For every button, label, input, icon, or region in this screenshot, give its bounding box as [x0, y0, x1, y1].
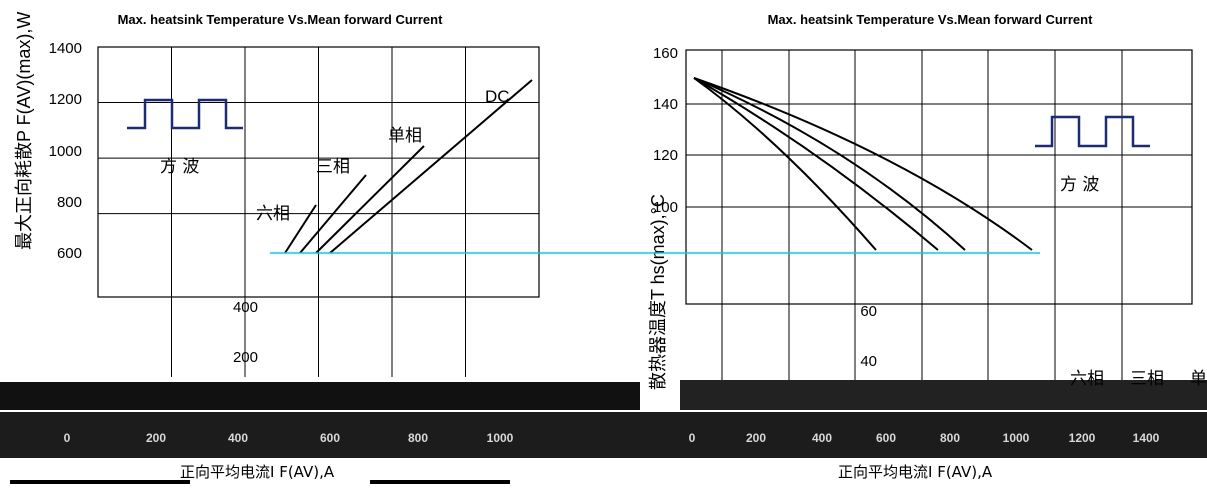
chart-left-label-three: 三相 — [316, 157, 350, 176]
x-tick-label: 400 — [228, 431, 248, 445]
chart-left-grid — [98, 47, 539, 377]
y-tick-label: 600 — [57, 245, 82, 262]
square-wave-icon — [1035, 115, 1150, 148]
x-tick-label: 600 — [320, 431, 340, 445]
chart-right: Max. heatsink Temperature Vs.Mean forwar… — [648, 12, 1193, 390]
series-line — [693, 77, 877, 251]
chart-left-y-axis-label: 最大正向耗散P F(AV)(max),W — [14, 12, 34, 250]
series-line — [693, 77, 1033, 251]
y-tick-label: 140 — [653, 96, 678, 113]
square-wave-icon — [127, 98, 243, 130]
x-tick-label: 1000 — [487, 431, 514, 445]
x-tick-label: 0 — [64, 431, 71, 445]
chart-left-x-ticks: 0 200 400 600 800 1000 — [64, 431, 514, 445]
glitch-underline-mid — [370, 480, 510, 484]
chart-left-curve-labels: DC 单相 三相 六相 — [256, 87, 510, 223]
chart-right-y-ticks: 160 140 120 100 60 40 — [653, 45, 877, 370]
y-tick-label: 1000 — [49, 143, 82, 160]
y-tick-label: 1200 — [49, 91, 82, 108]
chart-right-ylabel: 散热器温度T hs(max),°C — [648, 194, 668, 390]
x-tick-label: 1400 — [1133, 431, 1160, 445]
glitch-band: 0 200 400 600 800 1000 0 200 400 600 800 1000 1200 1… — [0, 252, 1207, 484]
series-line — [693, 77, 966, 251]
x-tick-label: 400 — [812, 431, 832, 445]
series-line — [299, 174, 367, 254]
series-line — [329, 79, 533, 254]
chart-right-curves — [693, 77, 1033, 251]
chart-left-plot-frame — [97, 46, 540, 298]
x-tick-label: 800 — [408, 431, 428, 445]
glitch-bar-mid — [0, 412, 1207, 458]
x-tick-label: 1200 — [1069, 431, 1096, 445]
x-tick-label: 800 — [940, 431, 960, 445]
glitch-bar-right — [680, 380, 1207, 410]
series-line — [693, 77, 939, 251]
chart-left-inset: 方 波 — [127, 98, 243, 177]
chart-right-y-axis-label: 散热器温度T hs(max),°C — [648, 194, 668, 390]
y-tick-label: 120 — [653, 147, 678, 164]
inset-label: 方 波 — [1060, 175, 1099, 195]
series-line — [284, 204, 317, 254]
x-tick-label: 200 — [746, 431, 766, 445]
chart-left-title: Max. heatsink Temperature Vs.Mean forwar… — [118, 12, 444, 27]
y-tick-label: 1400 — [49, 40, 82, 57]
chart-left-xlabel: 正向平均电流I F(AV),A — [180, 463, 335, 481]
chart-right-xlabel: 正向平均电流I F(AV),A — [838, 463, 993, 481]
x-tick-label: 1000 — [1003, 431, 1030, 445]
chart-right-title: Max. heatsink Temperature Vs.Mean forwar… — [768, 12, 1094, 27]
y-tick-label: 160 — [653, 45, 678, 62]
y-tick-label: 40 — [860, 353, 877, 370]
x-tick-label: 200 — [146, 431, 166, 445]
chart-left-label-six: 六相 — [256, 204, 290, 223]
x-tick-label: 600 — [876, 431, 896, 445]
chart-right-legend: 六相 三相 单 — [1070, 369, 1207, 388]
chart-right-inset: 方 波 — [1035, 115, 1150, 195]
chart-right-grid — [686, 50, 1192, 390]
chart-right-plot-frame — [685, 49, 1193, 305]
glitch-underline-left — [10, 480, 190, 484]
chart-left-label-dc: DC — [485, 87, 510, 106]
inset-label: 方 波 — [160, 157, 199, 177]
chart-left-curves — [284, 79, 533, 254]
series-line — [315, 145, 425, 254]
chart-left: Max. heatsink Temperature Vs.Mean forwar… — [14, 12, 540, 377]
legend-entry: 单 — [1190, 369, 1207, 388]
glitch-bar-bottom — [0, 458, 1207, 482]
chart-left-label-single: 单相 — [388, 126, 422, 145]
y-tick-label: 60 — [860, 303, 877, 320]
glitch-bar-top — [0, 382, 640, 410]
legend-entry: 三相 — [1130, 369, 1164, 388]
chart-left-ylabel: 最大正向耗散P F(AV)(max),W — [14, 12, 34, 250]
x-tick-label: 0 — [689, 431, 696, 445]
y-tick-label: 800 — [57, 194, 82, 211]
y-tick-label: 200 — [233, 349, 258, 366]
y-tick-label: 400 — [233, 299, 258, 316]
legend-entry: 六相 — [1070, 369, 1104, 388]
y-tick-label: 100 — [653, 199, 678, 216]
chart-left-y-ticks: 1400 1200 1000 800 600 400 200 — [49, 40, 258, 366]
chart-right-x-ticks: 0 200 400 600 800 1000 1200 1400 — [689, 431, 1160, 445]
